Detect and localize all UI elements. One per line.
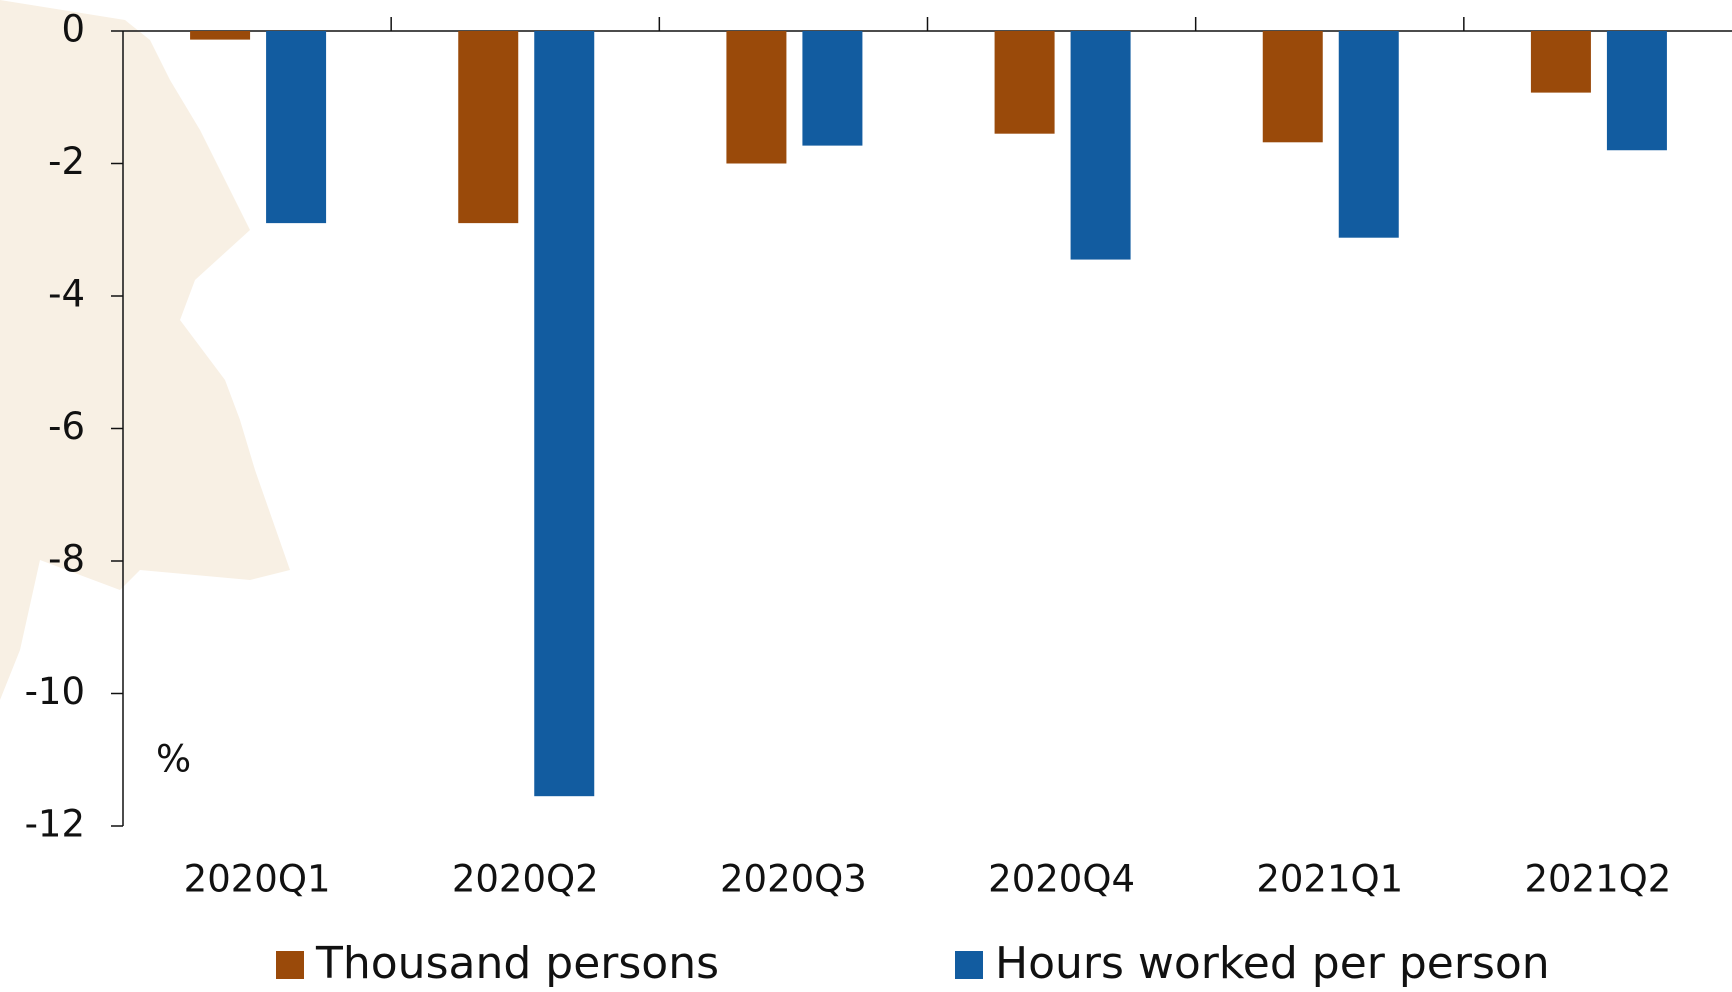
y-tick-label: 0 (61, 8, 85, 51)
x-tick-label: 2021Q2 (1525, 858, 1672, 901)
y-tick-label: -10 (25, 670, 85, 713)
legend-swatch (276, 951, 304, 979)
bar (1070, 31, 1131, 260)
y-tick-label: -12 (25, 803, 85, 846)
legend-swatch (955, 951, 983, 979)
bar (994, 31, 1055, 134)
bar (1606, 31, 1667, 151)
x-tick-label: 2021Q1 (1256, 858, 1403, 901)
y-tick-label: -2 (48, 140, 85, 183)
x-tick-label: 2020Q4 (988, 858, 1135, 901)
bar (458, 31, 519, 224)
x-tick-label: 2020Q1 (184, 858, 331, 901)
y-tick-label: -8 (48, 538, 85, 581)
bar (266, 31, 327, 224)
y-tick-label: -4 (48, 273, 85, 316)
y-unit-label: % (156, 738, 191, 781)
bar (1262, 31, 1323, 143)
bar (726, 31, 787, 164)
x-tick-label: 2020Q3 (720, 858, 867, 901)
bar (1338, 31, 1399, 238)
legend-label: Hours worked per person (995, 938, 1550, 989)
bar (802, 31, 863, 146)
x-tick-label: 2020Q2 (452, 858, 599, 901)
bar (534, 31, 595, 797)
bar (190, 31, 251, 40)
y-tick-label: -6 (48, 405, 85, 448)
bar (1530, 31, 1591, 93)
background-decoration (0, 0, 290, 700)
legend-label: Thousand persons (315, 938, 719, 989)
